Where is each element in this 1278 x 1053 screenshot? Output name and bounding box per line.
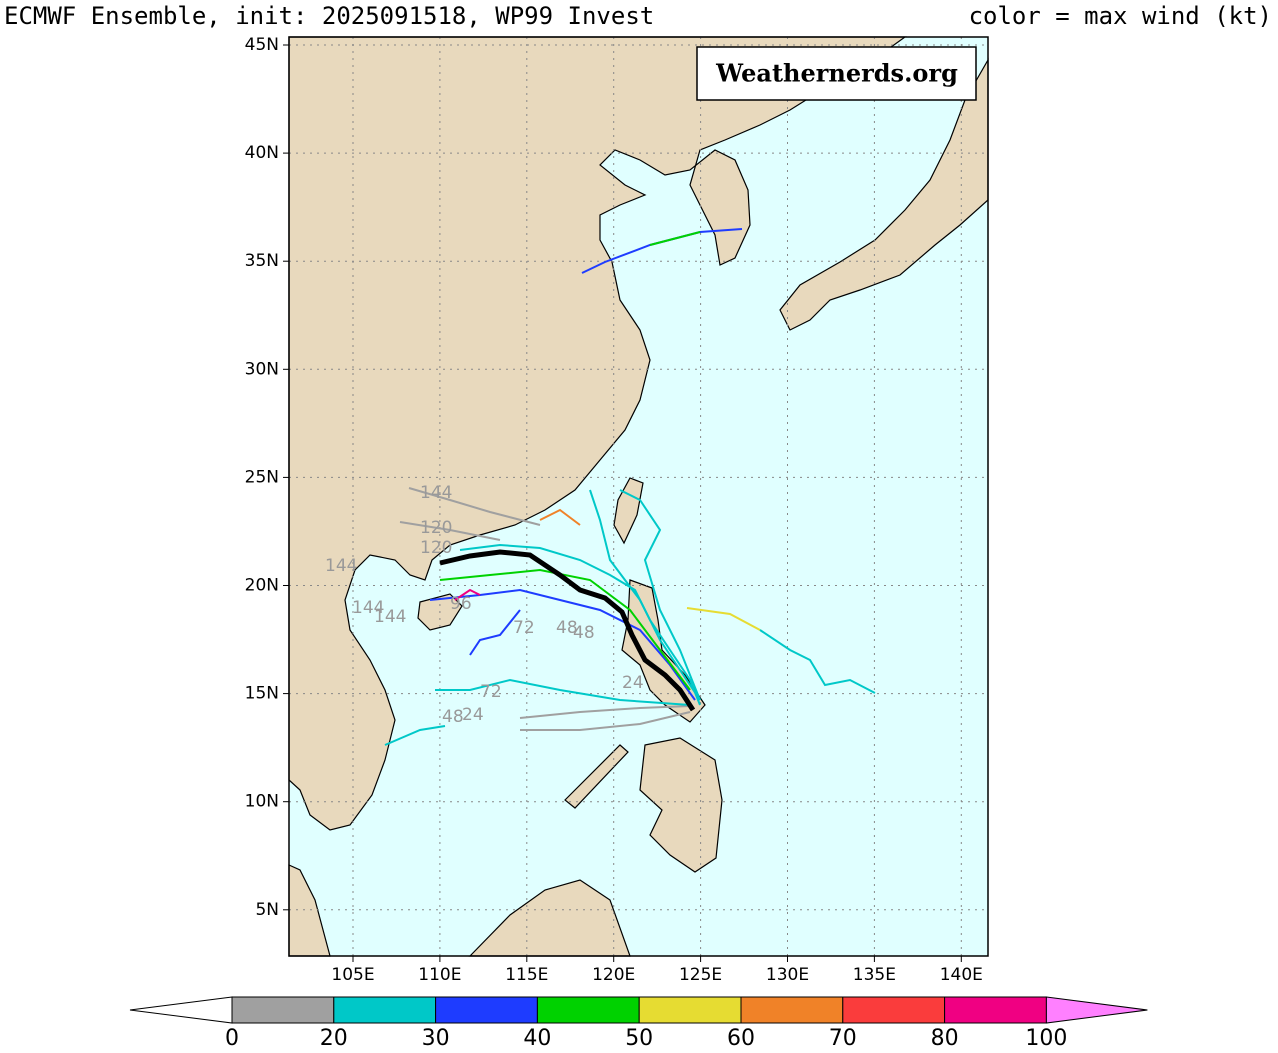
colorbar-tick-label: 40 (523, 1026, 551, 1051)
track-label: 48 (556, 618, 578, 638)
under-arrow (129, 996, 233, 1024)
track (408, 487, 541, 526)
track-label: 48 (442, 707, 464, 727)
title: ECMWF Ensemble, init: 2025091518, WP99 I… (4, 2, 654, 30)
track-label: 144 (374, 607, 406, 627)
track-label: 72 (513, 618, 535, 638)
lat-label: 30N (245, 359, 279, 379)
lat-label: 10N (245, 792, 279, 812)
colorbar-segment (740, 996, 844, 1024)
colorbar-segment (435, 996, 538, 1024)
colorbar-tick-label: 20 (320, 1026, 348, 1051)
track (619, 489, 701, 701)
track (469, 609, 521, 656)
lon-label: 140E (940, 965, 983, 985)
track-label: 48 (573, 623, 595, 643)
track (399, 521, 501, 541)
palawan (564, 744, 629, 809)
track-label: 96 (450, 594, 472, 614)
track (435, 678, 691, 706)
track-label: 144 (352, 598, 384, 618)
over-arrow (1045, 996, 1148, 1024)
mean-track (439, 549, 696, 712)
track (454, 588, 481, 601)
track-label: 120 (420, 518, 452, 538)
lon-label: 135E (853, 965, 896, 985)
colorbar-segment (638, 996, 742, 1024)
colorbar-tick-label: 100 (1025, 1026, 1067, 1051)
colorbar-segment (536, 996, 640, 1024)
map-frame (288, 36, 989, 957)
colorbar-tick-label: 60 (727, 1026, 755, 1051)
map: 144 120 120 144 144 144 96 72 48 48 48 2… (245, 35, 989, 985)
track (589, 489, 701, 701)
colorbar-segment (231, 996, 335, 1024)
track (459, 543, 701, 706)
grid (289, 37, 988, 956)
track (384, 725, 446, 746)
track (519, 705, 691, 719)
lon-label: 120E (592, 965, 635, 985)
colorbar-segment (333, 996, 437, 1024)
lat-label: 40N (245, 143, 279, 163)
mainland (288, 36, 907, 831)
track (439, 568, 691, 691)
lon-label: 110E (418, 965, 461, 985)
track (759, 629, 876, 694)
colorbar-tick-label: 70 (829, 1026, 857, 1051)
colorbar-segment (944, 996, 1047, 1024)
lon-label: 125E (679, 965, 722, 985)
track (686, 607, 761, 631)
lat-label: 20N (245, 576, 279, 596)
track-label: 144 (420, 483, 452, 503)
lat-label: 25N (245, 467, 279, 487)
visayas-mindanao (639, 737, 723, 873)
colorbar-tick-label: 30 (422, 1026, 450, 1051)
lon-label: 115E (505, 965, 548, 985)
lat-label: 5N (255, 900, 279, 920)
watermark: Weathernerds.org (715, 59, 958, 88)
track (539, 508, 581, 526)
track-label: 144 (325, 556, 357, 576)
taiwan (613, 477, 644, 545)
tracks (384, 228, 876, 746)
track-label: 24 (622, 673, 644, 693)
track-label: 120 (420, 538, 452, 558)
track (649, 231, 701, 246)
colorbar-segment (842, 996, 946, 1024)
track (520, 711, 691, 731)
lat-label: 35N (245, 251, 279, 271)
colorbar-tick-label: 80 (931, 1026, 959, 1051)
track-label: 72 (480, 682, 502, 702)
colorbar: 0 20 30 40 50 60 70 80 100 (129, 996, 1148, 1051)
track-label: 24 (462, 705, 484, 725)
watermark-box (696, 46, 977, 101)
lon-label: 130E (766, 965, 809, 985)
track-labels: 144 120 120 144 144 144 96 72 48 48 48 2… (325, 483, 644, 727)
lat-label: 15N (245, 684, 279, 704)
track (429, 588, 696, 701)
japan (779, 57, 989, 331)
lon-label: 105E (331, 965, 374, 985)
lat-label: 45N (245, 35, 279, 55)
color-note: color = max wind (kt) (969, 2, 1272, 30)
colorbar-tick-label: 0 (225, 1026, 239, 1051)
colorbar-tick-label: 50 (625, 1026, 653, 1051)
